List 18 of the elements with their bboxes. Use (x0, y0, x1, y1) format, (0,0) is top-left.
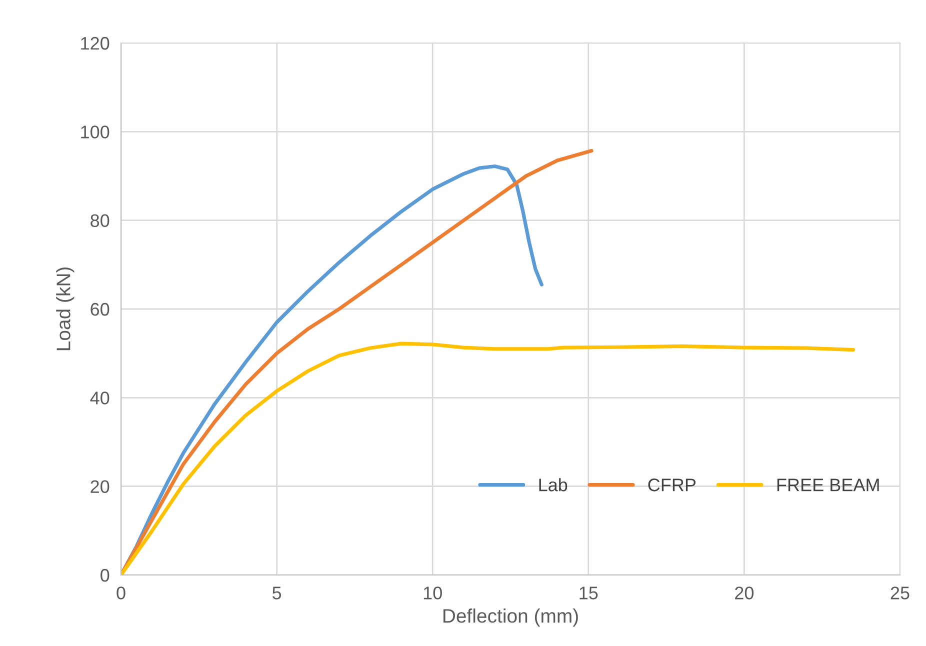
x-axis-title: Deflection (mm) (443, 608, 578, 627)
y-tick-label: 60 (90, 302, 110, 316)
legend-label: CFRP (648, 478, 696, 492)
legend-label: Lab (539, 478, 568, 492)
x-tick-label: 25 (890, 586, 910, 600)
x-tick-label: 10 (424, 586, 442, 600)
legend-label: FREE BEAM (777, 478, 879, 492)
y-tick-label: 0 (100, 568, 110, 582)
x-tick-label: 0 (116, 586, 126, 600)
y-tick-label: 40 (90, 392, 110, 404)
y-tick-label: 100 (81, 126, 110, 138)
x-tick-label: 20 (735, 586, 754, 600)
y-axis-title: Load (kN) (56, 268, 74, 350)
x-tick-label: 5 (272, 586, 282, 600)
y-tick-label: 80 (90, 214, 110, 228)
y-tick-label: 120 (81, 36, 110, 50)
x-tick-label: 15 (580, 586, 598, 600)
y-tick-label: 20 (90, 480, 110, 494)
